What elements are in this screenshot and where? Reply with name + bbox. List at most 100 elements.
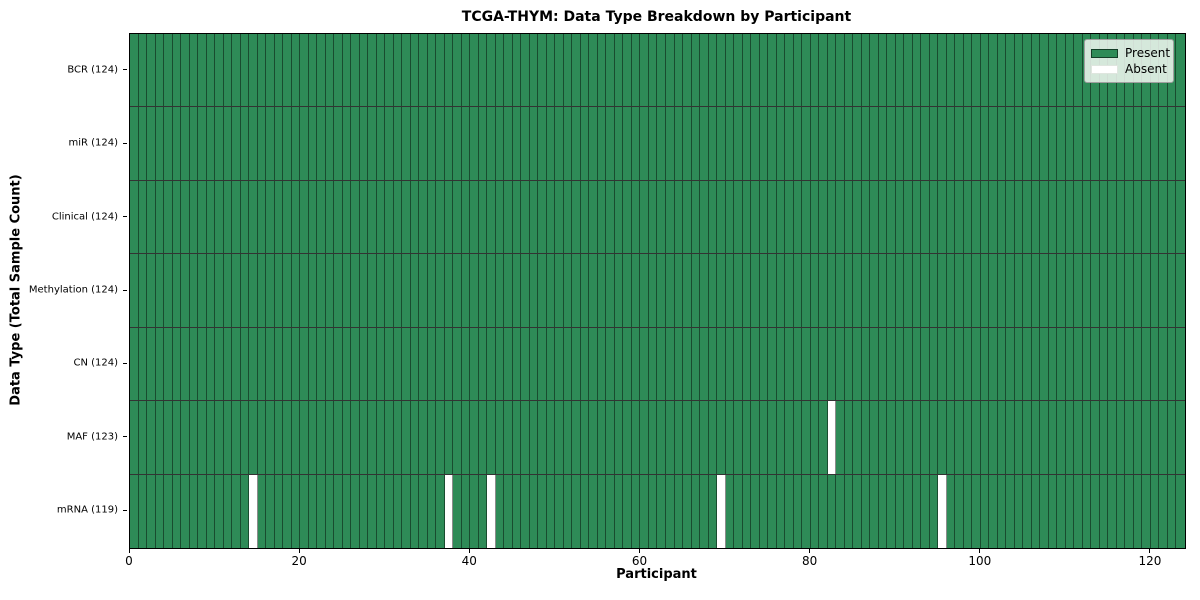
- cell-present: [240, 401, 250, 474]
- cell-present: [1014, 401, 1024, 474]
- cell-present: [470, 180, 479, 254]
- cell-present: [206, 474, 216, 548]
- cell-present: [249, 34, 258, 107]
- cell-present: [989, 401, 998, 474]
- cell-present: [793, 327, 803, 401]
- cell-present: [895, 474, 905, 548]
- cell-present: [283, 401, 292, 474]
- cell-present: [181, 180, 190, 254]
- cell-present: [181, 401, 190, 474]
- cell-present: [495, 34, 505, 107]
- cell-present: [470, 254, 479, 327]
- cell-present: [1074, 327, 1083, 401]
- cell-present: [1116, 327, 1126, 401]
- cell-present: [683, 474, 692, 548]
- cell-present: [980, 327, 990, 401]
- row-mrna: [130, 474, 1185, 548]
- cell-present: [317, 180, 326, 254]
- cell-present: [785, 180, 794, 254]
- cell-present: [300, 327, 309, 401]
- cell-present: [1150, 107, 1160, 180]
- cell-present: [164, 254, 173, 327]
- cell-present: [1082, 327, 1092, 401]
- cell-present: [461, 107, 471, 180]
- cell-present: [657, 34, 666, 107]
- cell-present: [895, 107, 905, 180]
- cell-present: [963, 254, 973, 327]
- cell-present: [487, 107, 496, 180]
- cell-present: [1057, 34, 1066, 107]
- cell-present: [963, 107, 973, 180]
- cell-present: [691, 327, 701, 401]
- cell-present: [708, 327, 718, 401]
- cell-present: [427, 327, 437, 401]
- cell-present: [1040, 180, 1049, 254]
- x-tick-mark: [638, 549, 640, 553]
- cell-present: [844, 180, 854, 254]
- cell-present: [759, 107, 769, 180]
- cell-present: [938, 254, 947, 327]
- cell-present: [589, 180, 598, 254]
- cell-present: [376, 327, 386, 401]
- x-axis: 0 20 40 60 80 100 120: [125, 548, 1184, 570]
- cell-present: [827, 107, 837, 180]
- cell-present: [334, 180, 343, 254]
- cell-present: [240, 254, 250, 327]
- cell-present: [427, 34, 437, 107]
- cell-present: [308, 107, 318, 180]
- cell-present: [921, 107, 930, 180]
- cell-present: [929, 474, 939, 548]
- cell-present: [359, 34, 369, 107]
- cell-present: [904, 34, 913, 107]
- cell-present: [266, 327, 275, 401]
- y-tick-mark: [123, 289, 127, 291]
- cell-present: [478, 327, 488, 401]
- cell-present: [640, 401, 649, 474]
- cell-present: [563, 34, 573, 107]
- cell-present: [989, 107, 998, 180]
- cell-present: [1091, 474, 1100, 548]
- cell-present: [1142, 180, 1151, 254]
- cell-present: [1176, 327, 1185, 401]
- cell-present: [249, 254, 258, 327]
- cell-present: [334, 254, 343, 327]
- cell-present: [819, 107, 828, 180]
- cell-present: [836, 474, 845, 548]
- cell-present: [929, 254, 939, 327]
- cell-present: [189, 254, 199, 327]
- cell-present: [997, 401, 1007, 474]
- cell-present: [666, 180, 675, 254]
- cell-present: [657, 107, 666, 180]
- cell-present: [912, 327, 922, 401]
- cell-present: [912, 401, 922, 474]
- cell-present: [232, 474, 241, 548]
- cell-present: [1006, 180, 1015, 254]
- cell-present: [802, 180, 811, 254]
- cell-present: [776, 254, 786, 327]
- cell-present: [419, 254, 428, 327]
- cell-present: [921, 401, 930, 474]
- cell-present: [478, 107, 488, 180]
- cell-present: [997, 327, 1007, 401]
- cell-present: [674, 180, 684, 254]
- x-tick-mark: [979, 549, 981, 553]
- cell-present: [657, 401, 666, 474]
- cell-present: [572, 180, 581, 254]
- cell-present: [776, 180, 786, 254]
- cell-present: [938, 401, 947, 474]
- cell-present: [768, 34, 777, 107]
- cell-present: [631, 327, 641, 401]
- cell-present: [955, 474, 964, 548]
- cell-present: [759, 34, 769, 107]
- cell-present: [725, 254, 735, 327]
- cell-present: [393, 107, 403, 180]
- cell-present: [836, 180, 845, 254]
- cell-present: [870, 254, 879, 327]
- cell-present: [751, 401, 760, 474]
- cell-present: [385, 107, 394, 180]
- cell-present: [700, 34, 709, 107]
- cell-present: [325, 327, 335, 401]
- cell-present: [1065, 401, 1075, 474]
- cell-present: [206, 401, 216, 474]
- cell-present: [580, 180, 590, 254]
